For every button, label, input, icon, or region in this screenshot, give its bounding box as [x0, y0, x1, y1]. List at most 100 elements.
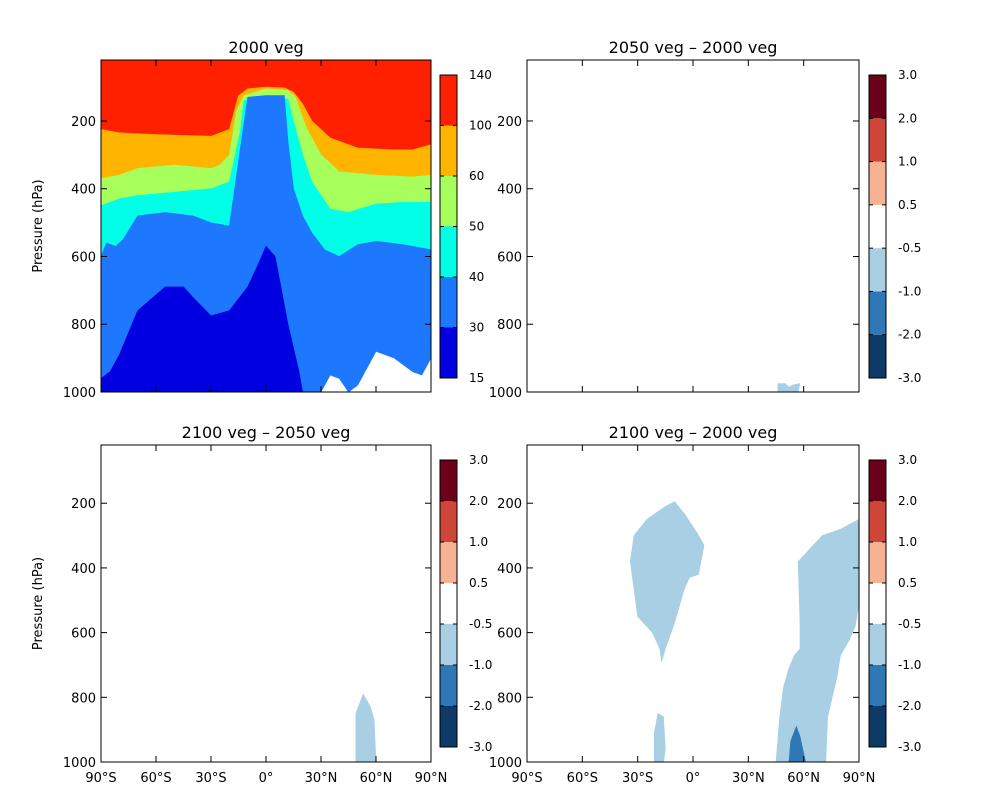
chart-title: 2000 veg — [228, 38, 303, 57]
y-tick-label: 800 — [497, 318, 522, 333]
colorbar-label: -3.0 — [898, 371, 921, 385]
chart-panel-2: 2050 veg – 2000 veg2004006008001000-3.0-… — [489, 38, 922, 401]
colorbar-label: -0.5 — [898, 617, 921, 631]
y-tick-label: 600 — [497, 627, 522, 642]
x-tick-label: 90°S — [511, 771, 542, 786]
colorbar: -3.0 -2.0 -1.0 -0.5 0.5 1.0 2.0 3.0 — [868, 68, 921, 385]
colorbar-label: 3.0 — [469, 453, 488, 467]
plot-area — [101, 445, 431, 762]
colorbar-label: -2.0 — [898, 328, 921, 342]
colorbar-label: 0.5 — [898, 576, 917, 590]
colorbar-swatch — [869, 501, 886, 542]
colorbar-swatch — [869, 248, 886, 292]
x-tick-label: 90°N — [843, 771, 876, 786]
colorbar-swatch — [440, 176, 457, 227]
contour-fills — [101, 60, 431, 392]
colorbar-swatch — [440, 706, 457, 747]
y-tick-label: 600 — [71, 627, 96, 642]
colorbar: 15 30 40 50 60 100 140 — [439, 68, 492, 385]
colorbar-swatch — [869, 75, 886, 119]
y-tick-label: 400 — [71, 562, 96, 577]
y-tick-label: 800 — [71, 691, 96, 706]
colorbar: -3.0 -2.0 -1.0 -0.5 0.5 1.0 2.0 3.0 — [868, 453, 921, 754]
y-tick-label: 800 — [497, 691, 522, 706]
contour-fills — [629, 501, 859, 762]
x-tick-label: 60°S — [567, 771, 598, 786]
chart-title: 2100 veg – 2050 veg — [182, 423, 351, 442]
x-tick-label: 60°N — [787, 771, 820, 786]
colorbar-label: -1.0 — [898, 284, 921, 298]
x-tick-label: 30°S — [195, 771, 226, 786]
colorbar-label: -3.0 — [898, 740, 921, 754]
x-tick-label: 30°N — [305, 771, 338, 786]
colorbar-swatch — [869, 665, 886, 706]
y-tick-label: 800 — [71, 318, 96, 333]
colorbar-swatch — [440, 624, 457, 665]
anomaly-region-2 — [653, 713, 666, 762]
colorbar-frame — [439, 459, 458, 748]
colorbar-label: -2.0 — [898, 699, 921, 713]
colorbar-frame — [868, 459, 887, 748]
y-axis-label: Pressure (hPa) — [31, 557, 46, 650]
colorbar-label: 100 — [469, 119, 492, 133]
colorbar-label: -0.5 — [469, 617, 492, 631]
colorbar-label: -2.0 — [469, 699, 492, 713]
colorbar-swatch — [869, 161, 886, 205]
colorbar-swatch — [869, 542, 886, 583]
colorbar-label: 60 — [469, 169, 484, 183]
y-tick-label: 400 — [497, 183, 522, 198]
anomaly-region-3 — [775, 519, 859, 762]
anomaly-region-1 — [629, 501, 705, 662]
contour-fills — [355, 693, 377, 762]
colorbar-label: 0.5 — [469, 576, 488, 590]
colorbar-swatch — [440, 542, 457, 583]
x-tick-label: 90°S — [85, 771, 116, 786]
chart-title: 2050 veg – 2000 veg — [609, 38, 778, 57]
colorbar-label: 0.5 — [898, 198, 917, 212]
colorbar-label: -3.0 — [469, 740, 492, 754]
colorbar-swatch — [440, 277, 457, 328]
y-tick-label: 400 — [71, 183, 96, 198]
colorbar-swatch — [440, 583, 457, 624]
colorbar-swatch — [869, 624, 886, 665]
colorbar-label: 30 — [469, 321, 484, 335]
colorbar-label: 3.0 — [898, 453, 917, 467]
contour-fills — [777, 383, 801, 392]
colorbar-label: 2.0 — [898, 111, 917, 125]
colorbar-label: 50 — [469, 220, 484, 234]
y-tick-label: 1000 — [489, 756, 522, 771]
colorbar-label: 140 — [469, 68, 492, 82]
x-tick-label: 30°N — [732, 771, 765, 786]
anomaly-region-1 — [355, 693, 377, 762]
colorbar-swatch — [869, 291, 886, 335]
colorbar-label: 3.0 — [898, 68, 917, 82]
contour-band-15-30 — [101, 245, 303, 392]
colorbar-swatch — [440, 75, 457, 126]
x-tick-label: 90°N — [415, 771, 448, 786]
colorbar-swatch — [869, 204, 886, 249]
colorbar-label: -0.5 — [898, 241, 921, 255]
y-tick-label: 200 — [497, 497, 522, 512]
colorbar-frame — [868, 74, 887, 379]
colorbar-label: 1.0 — [469, 535, 488, 549]
colorbar-swatch — [440, 665, 457, 706]
anomaly-region-4 — [788, 725, 806, 762]
y-tick-label: 1000 — [63, 386, 96, 401]
colorbar-label: 2.0 — [469, 494, 488, 508]
y-tick-label: 1000 — [489, 386, 522, 401]
y-tick-label: 600 — [497, 250, 522, 265]
anomaly-region-1 — [777, 383, 801, 392]
colorbar-label: -1.0 — [898, 658, 921, 672]
colorbar: -3.0 -2.0 -1.0 -0.5 0.5 1.0 2.0 3.0 — [439, 453, 492, 754]
colorbar-swatch — [869, 460, 886, 501]
y-tick-label: 600 — [71, 250, 96, 265]
colorbar-swatch — [440, 327, 457, 378]
colorbar-swatch — [440, 125, 457, 176]
x-tick-label: 60°S — [140, 771, 171, 786]
colorbar-label: 1.0 — [898, 535, 917, 549]
colorbar-label: 1.0 — [898, 155, 917, 169]
y-tick-label: 200 — [71, 497, 96, 512]
